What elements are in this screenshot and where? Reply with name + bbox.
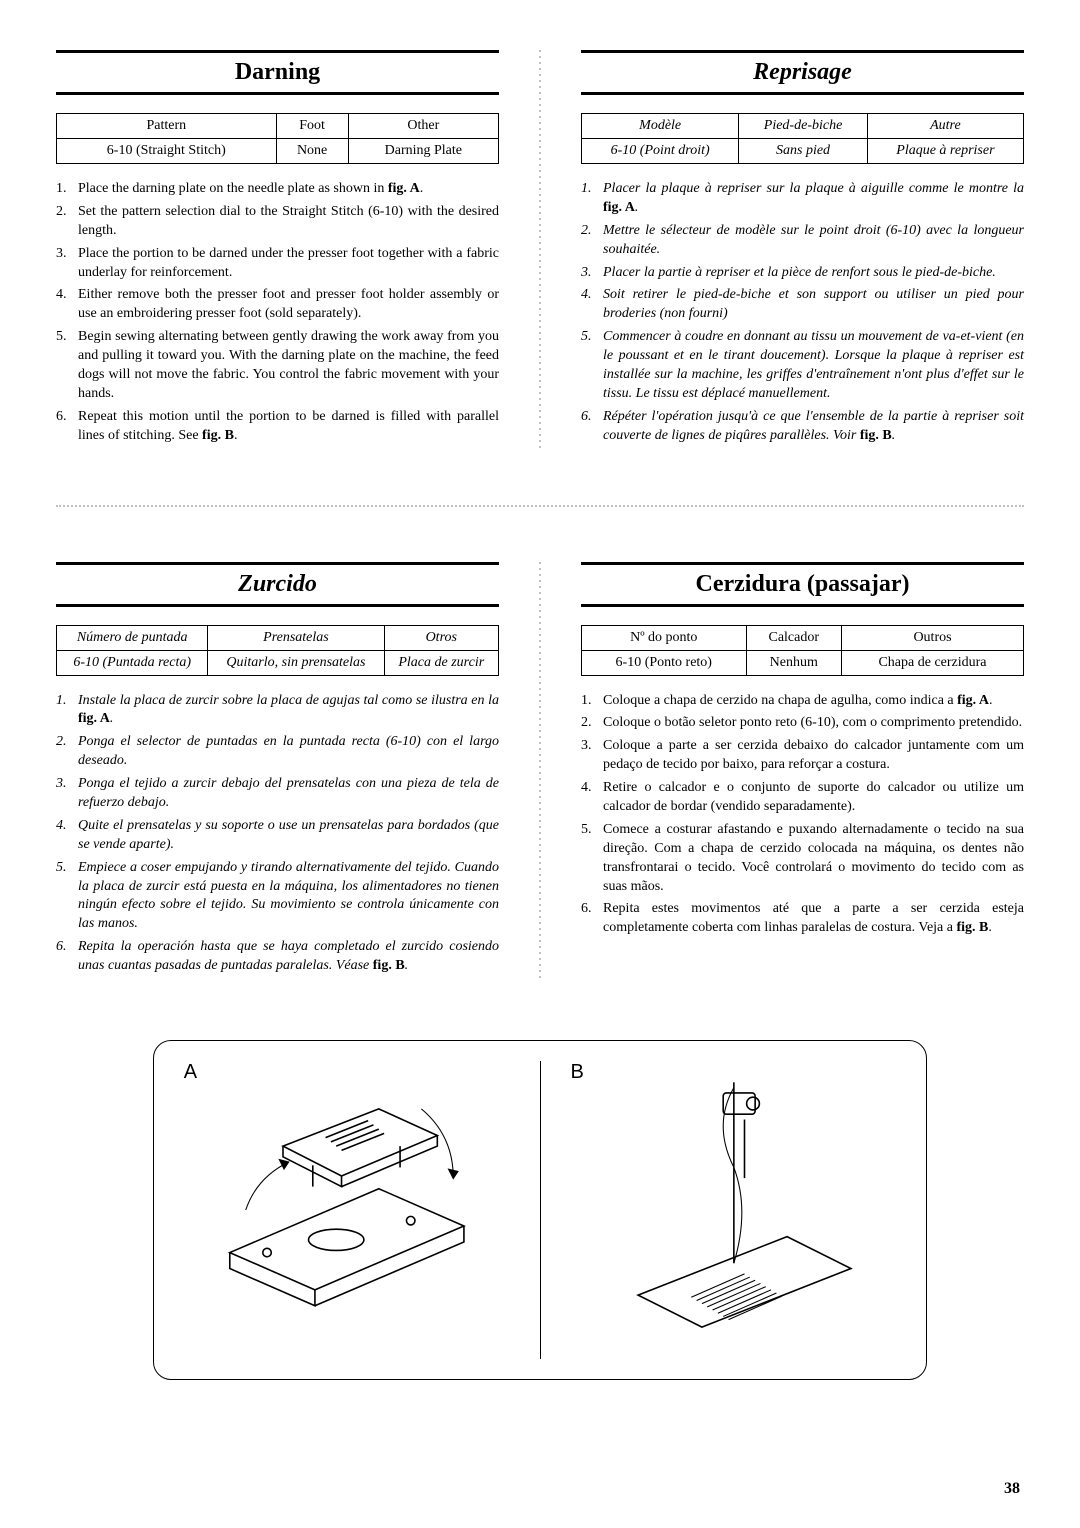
step: Ponga el tejido a zurcir debajo del pren…	[56, 775, 499, 813]
td: Chapa de cerzidura	[842, 650, 1024, 675]
step: Repeat this motion until the portion to …	[56, 408, 499, 446]
step: Empiece a coser empujando y tirando alte…	[56, 859, 499, 935]
figure-a: A	[174, 1061, 520, 1359]
td: 6-10 (Puntada recta)	[57, 650, 208, 675]
figure-label-a: A	[184, 1061, 197, 1084]
steps-darning: Place the darning plate on the needle pl…	[56, 180, 499, 446]
th: Calcador	[746, 625, 842, 650]
step: Comece a costurar afastando e puxando al…	[581, 821, 1024, 897]
th: Autre	[867, 114, 1023, 139]
title-darning: Darning	[56, 50, 499, 95]
page-number: 38	[1004, 1480, 1020, 1498]
td: Darning Plate	[348, 139, 498, 164]
step: Coloque o botão seletor ponto reto (6-10…	[581, 714, 1024, 733]
row-top: Darning Pattern Foot Other 6-10 (Straigh…	[56, 50, 1024, 450]
figure-divider	[540, 1061, 541, 1359]
section-zurcido: Zurcido Número de puntada Prensatelas Ot…	[56, 562, 499, 980]
step: Coloque a chapa de cerzido na chapa de a…	[581, 692, 1024, 711]
td: None	[276, 139, 348, 164]
section-reprisage: Reprisage Modèle Pied-de-biche Autre 6-1…	[581, 50, 1024, 450]
figure-label-b: B	[571, 1061, 584, 1084]
table-reprisage: Modèle Pied-de-biche Autre 6-10 (Point d…	[581, 113, 1024, 164]
step: Soit retirer le pied-de-biche et son sup…	[581, 286, 1024, 324]
figure-b: B	[561, 1061, 907, 1359]
darning-sewing-illustration-icon	[561, 1061, 907, 1359]
th: Otros	[384, 625, 498, 650]
table-darning: Pattern Foot Other 6-10 (Straight Stitch…	[56, 113, 499, 164]
title-cerzidura: Cerzidura (passajar)	[581, 562, 1024, 607]
step: Coloque a parte a ser cerzida debaixo do…	[581, 737, 1024, 775]
title-reprisage: Reprisage	[581, 50, 1024, 95]
horizontal-divider	[56, 505, 1024, 507]
steps-cerzidura: Coloque a chapa de cerzido na chapa de a…	[581, 692, 1024, 939]
step: Set the pattern selection dial to the St…	[56, 203, 499, 241]
td: 6-10 (Point droit)	[582, 139, 739, 164]
th: Foot	[276, 114, 348, 139]
table-zurcido: Número de puntada Prensatelas Otros 6-10…	[56, 625, 499, 676]
step: Placer la partie à repriser et la pièce …	[581, 264, 1024, 283]
td: 6-10 (Straight Stitch)	[57, 139, 277, 164]
step: Repita estes movimentos até que a parte …	[581, 900, 1024, 938]
step: Placer la plaque à repriser sur la plaqu…	[581, 180, 1024, 218]
td: Plaque à repriser	[867, 139, 1023, 164]
th: Prensatelas	[208, 625, 384, 650]
steps-reprisage: Placer la plaque à repriser sur la plaqu…	[581, 180, 1024, 446]
vertical-divider	[539, 50, 541, 450]
th: Nº do ponto	[582, 625, 747, 650]
th: Outros	[842, 625, 1024, 650]
step: Instale la placa de zurcir sobre la plac…	[56, 692, 499, 730]
th: Modèle	[582, 114, 739, 139]
step: Retire o calcador e o conjunto de suport…	[581, 779, 1024, 817]
vertical-divider	[539, 562, 541, 980]
step: Ponga el selector de puntadas en la punt…	[56, 733, 499, 771]
td: Sans pied	[739, 139, 867, 164]
step: Quite el prensatelas y su soporte o use …	[56, 817, 499, 855]
td: 6-10 (Ponto reto)	[582, 650, 747, 675]
td: Placa de zurcir	[384, 650, 498, 675]
step: Commencer à coudre en donnant au tissu u…	[581, 328, 1024, 404]
th: Other	[348, 114, 498, 139]
th: Pattern	[57, 114, 277, 139]
step: Repita la operación hasta que se haya co…	[56, 938, 499, 976]
steps-zurcido: Instale la placa de zurcir sobre la plac…	[56, 692, 499, 976]
section-darning: Darning Pattern Foot Other 6-10 (Straigh…	[56, 50, 499, 450]
section-cerzidura: Cerzidura (passajar) Nº do ponto Calcado…	[581, 562, 1024, 980]
step: Mettre le sélecteur de modèle sur le poi…	[581, 222, 1024, 260]
td: Nenhum	[746, 650, 842, 675]
th: Número de puntada	[57, 625, 208, 650]
th: Pied-de-biche	[739, 114, 867, 139]
table-cerzidura: Nº do ponto Calcador Outros 6-10 (Ponto …	[581, 625, 1024, 676]
step: Place the portion to be darned under the…	[56, 245, 499, 283]
title-zurcido: Zurcido	[56, 562, 499, 607]
step: Place the darning plate on the needle pl…	[56, 180, 499, 199]
page: Darning Pattern Foot Other 6-10 (Straigh…	[56, 50, 1024, 1380]
step: Begin sewing alternating between gently …	[56, 328, 499, 404]
step: Either remove both the presser foot and …	[56, 286, 499, 324]
td: Quitarlo, sin prensatelas	[208, 650, 384, 675]
row-bottom: Zurcido Número de puntada Prensatelas Ot…	[56, 562, 1024, 980]
step: Répéter l'opération jusqu'à ce que l'ens…	[581, 408, 1024, 446]
figure-box: A	[153, 1040, 927, 1380]
darning-plate-illustration-icon	[174, 1061, 520, 1359]
